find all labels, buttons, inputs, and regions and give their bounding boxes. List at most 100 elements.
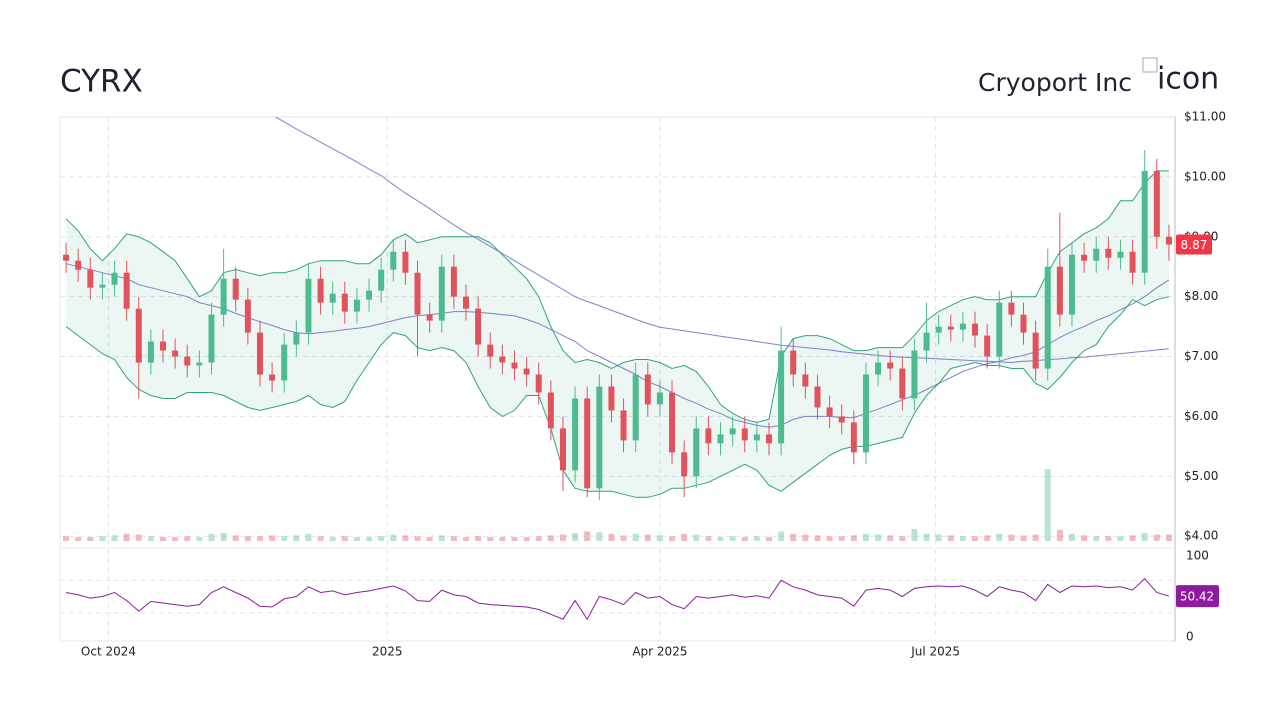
y-tick-label: $6.00 — [1184, 409, 1218, 423]
candle-body — [196, 362, 203, 366]
candle-body — [850, 422, 857, 453]
candle-body — [559, 428, 566, 471]
rsi-line — [66, 577, 1170, 621]
volume-bar — [1117, 536, 1124, 541]
candle-body — [160, 341, 167, 351]
rsi-badge — [1176, 585, 1219, 608]
candle-body — [959, 323, 966, 330]
candle-body — [523, 368, 530, 375]
candle-body — [887, 362, 894, 369]
candle-body — [899, 368, 906, 399]
candle-body — [1032, 332, 1039, 369]
x-tick-label: Oct 2024 — [81, 645, 136, 659]
volume-bar — [656, 535, 663, 541]
candle-body — [1153, 170, 1160, 237]
volume-bar — [244, 536, 251, 541]
volume-bar — [1129, 535, 1136, 541]
candle-body — [378, 269, 385, 291]
volume-bar — [1020, 535, 1027, 541]
volume-bar — [790, 533, 797, 541]
candle-body — [620, 410, 627, 441]
candle-body — [862, 374, 869, 453]
candle-body — [111, 272, 118, 285]
y-tick-label: $7.00 — [1184, 349, 1218, 363]
candle-body — [644, 374, 651, 405]
candle-body — [1105, 248, 1112, 258]
volume-bar — [1105, 536, 1112, 541]
volume-bar — [196, 537, 203, 541]
volume-bar — [972, 536, 979, 541]
candle-body — [317, 278, 324, 303]
volume-bar — [499, 537, 506, 541]
candle-body — [632, 374, 639, 441]
candle-body — [426, 314, 433, 321]
band-fill — [66, 170, 1169, 498]
volume-bar — [620, 535, 627, 541]
volume-bar — [1044, 469, 1051, 541]
logo-alt: icon — [1157, 62, 1219, 97]
volume-bar — [1032, 534, 1039, 541]
candle-body — [329, 293, 336, 303]
volume-bar — [584, 531, 591, 541]
volume-bar — [256, 536, 263, 541]
volume-bar — [172, 537, 179, 541]
bollinger-band — [65, 296, 1170, 498]
candle-body — [729, 428, 736, 435]
volume-bar — [838, 536, 845, 541]
candle-body — [681, 452, 688, 477]
candle-body — [184, 356, 191, 366]
candle-body — [596, 386, 603, 489]
volume-bar — [959, 536, 966, 541]
last-price: 8.87 — [1181, 238, 1208, 252]
volume-bar — [1093, 536, 1100, 541]
y-tick-label: $8.00 — [1184, 289, 1218, 303]
candle-body — [438, 266, 445, 321]
volume-bar — [826, 536, 833, 541]
candle-body — [208, 314, 215, 363]
volume-bar — [887, 535, 894, 541]
volume-bar — [1008, 534, 1015, 541]
volume-bar — [947, 535, 954, 541]
volume-bar — [63, 536, 70, 541]
volume-bar — [269, 535, 276, 541]
candle-body — [390, 251, 397, 270]
candle-body — [1008, 302, 1015, 315]
candle-body — [535, 374, 542, 393]
candle-body — [341, 293, 348, 312]
volume-bar — [438, 535, 445, 541]
candle-body — [669, 392, 676, 453]
candle-body — [935, 326, 942, 333]
candle-body — [244, 299, 251, 333]
candle-body — [838, 416, 845, 423]
x-tick-label: Jul 2025 — [910, 645, 960, 659]
candle-body — [547, 392, 554, 429]
volume-bar — [693, 534, 700, 541]
candle-body — [656, 392, 663, 405]
volume-bar — [99, 536, 106, 541]
volume-bar — [475, 536, 482, 541]
candle-body — [717, 434, 724, 444]
candle-body — [984, 335, 991, 357]
last-rsi: 50.42 — [1180, 590, 1214, 604]
volume-bar — [232, 535, 239, 541]
volume-bar — [135, 534, 142, 541]
volume-bar — [705, 536, 712, 541]
volume-bar — [378, 536, 385, 541]
candle-body — [135, 308, 142, 363]
volume-bar — [184, 536, 191, 541]
candle-body — [99, 284, 106, 288]
y-tick-label: $5.00 — [1184, 469, 1218, 483]
candle-body — [475, 308, 482, 345]
volume-bar — [426, 537, 433, 541]
candle-body — [693, 428, 700, 477]
x-tick-label: 2025 — [372, 645, 403, 659]
volume-bar — [984, 535, 991, 541]
candle-body — [1020, 314, 1027, 333]
volume-bar — [1153, 534, 1160, 541]
candle-body — [1141, 170, 1148, 273]
volume-bar — [487, 537, 494, 541]
price-badge — [1176, 234, 1212, 255]
candle-body — [147, 341, 154, 363]
candle-body — [814, 386, 821, 408]
volume-bar — [632, 533, 639, 541]
